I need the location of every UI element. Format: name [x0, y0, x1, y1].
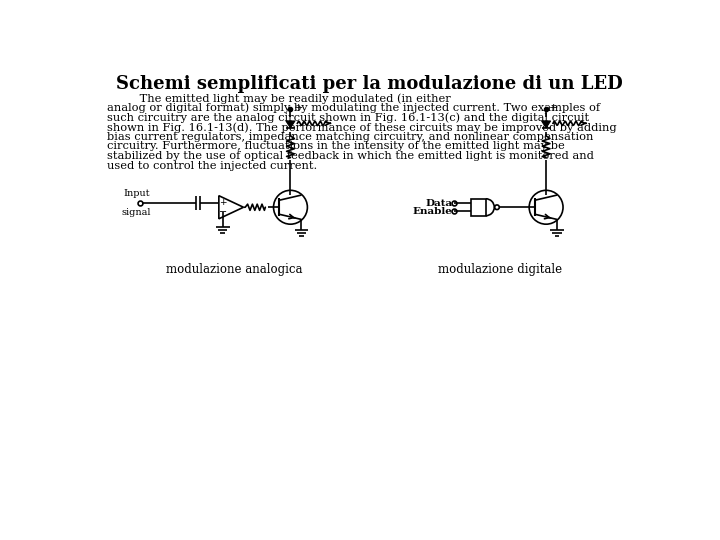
Text: such circuitry are the analog circuit shown in Fig. 16.1-13(c) and the digital c: such circuitry are the analog circuit sh…	[107, 112, 590, 123]
Text: analog or digital format) simply by modulating the injected current. Two example: analog or digital format) simply by modu…	[107, 103, 600, 113]
Text: bias current regulators, impedance matching circuitry, and nonlinear compensatio: bias current regulators, impedance match…	[107, 132, 593, 142]
Text: circuitry. Furthermore, fluctuations in the intensity of the emitted light may b: circuitry. Furthermore, fluctuations in …	[107, 141, 565, 151]
Text: Enable: Enable	[413, 207, 452, 216]
Polygon shape	[286, 121, 295, 128]
Text: Data: Data	[425, 199, 452, 207]
Text: signal: signal	[122, 207, 151, 217]
Text: used to control the injected current.: used to control the injected current.	[107, 161, 318, 171]
Text: stabilized by the use of optical feedback in which the emitted light is monitore: stabilized by the use of optical feedbac…	[107, 151, 594, 161]
Text: Schemi semplificati per la modulazione di un LED: Schemi semplificati per la modulazione d…	[116, 75, 622, 93]
Text: +: +	[294, 103, 303, 113]
Text: −: −	[219, 207, 227, 217]
Text: modulazione digitale: modulazione digitale	[438, 262, 562, 276]
Text: modulazione analogica: modulazione analogica	[166, 262, 302, 276]
Bar	[472, 199, 486, 215]
Polygon shape	[541, 121, 551, 128]
Text: The emitted light may be readily modulated (in either: The emitted light may be readily modulat…	[107, 93, 451, 104]
Text: shown in Fig. 16.1-13(d). The performance of these circuits may be improved by a: shown in Fig. 16.1-13(d). The performanc…	[107, 122, 617, 133]
Text: Input: Input	[123, 190, 150, 198]
Text: +: +	[219, 198, 227, 207]
Text: +: +	[549, 103, 559, 113]
